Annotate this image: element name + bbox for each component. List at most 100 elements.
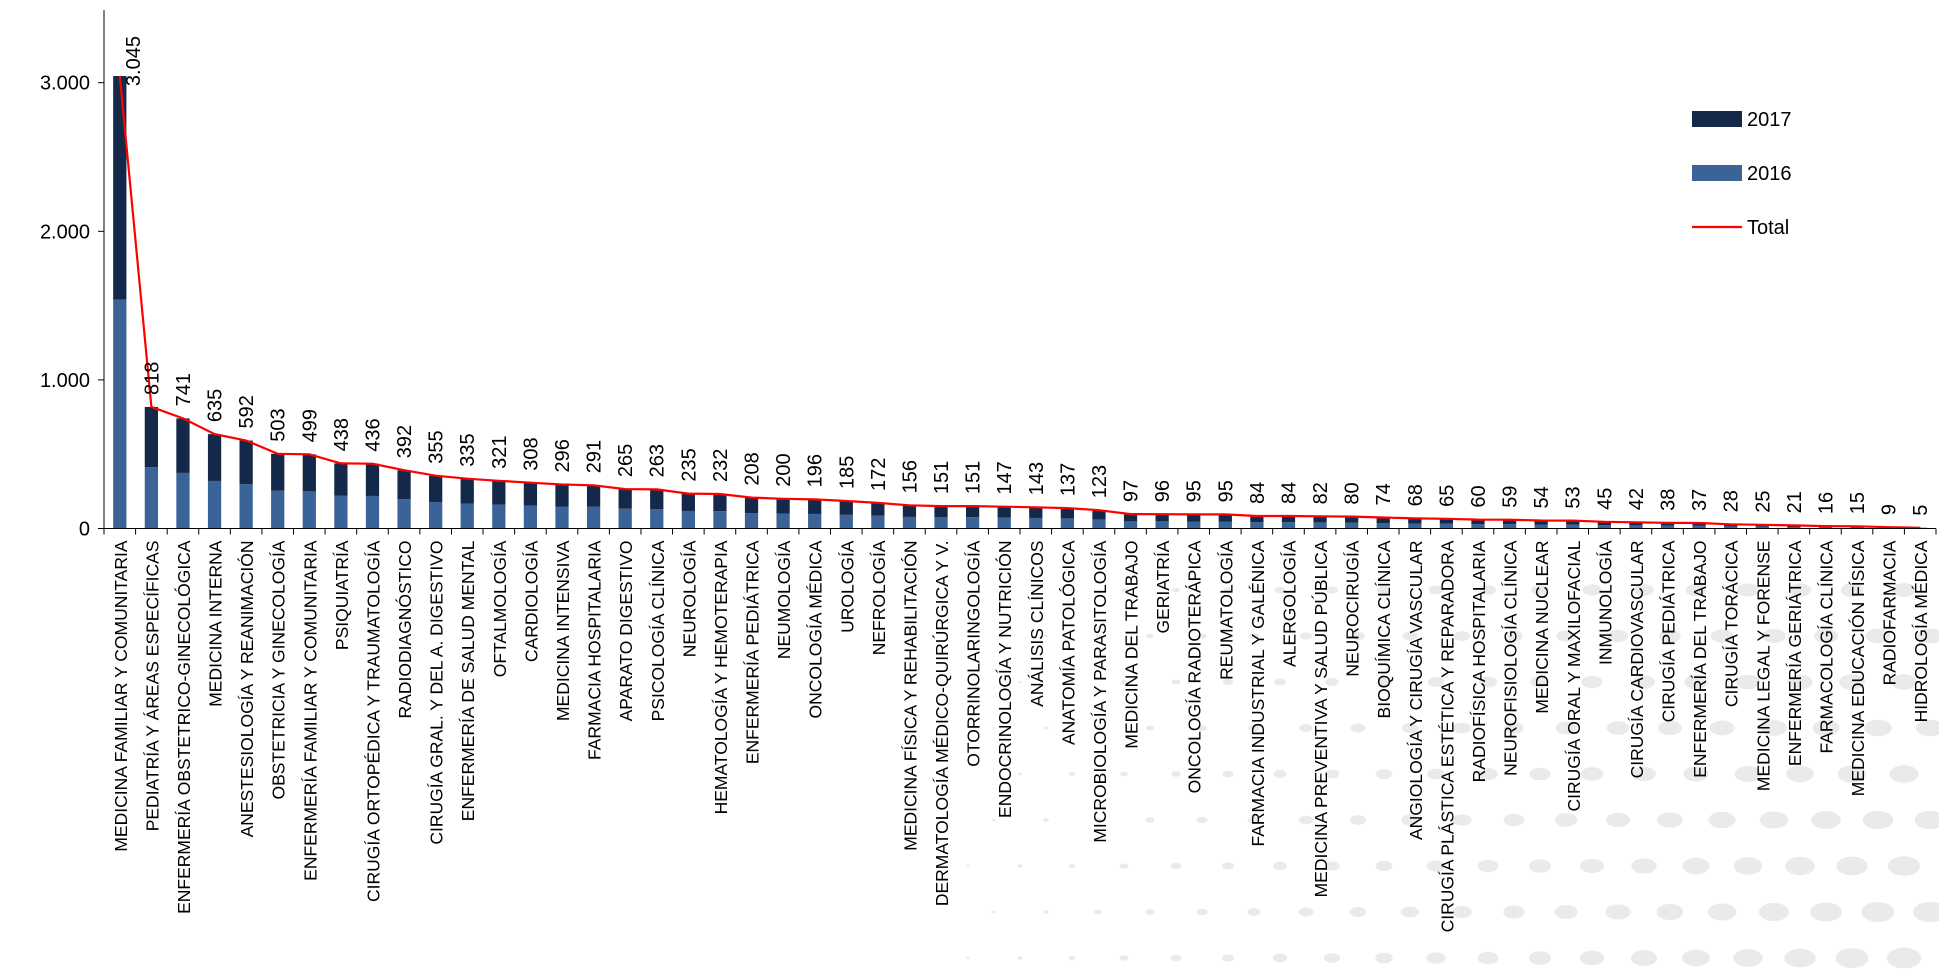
bar-2016: [713, 511, 727, 529]
background-dot: [1453, 631, 1471, 641]
data-label: 82: [1310, 482, 1332, 504]
data-label: 53: [1563, 486, 1585, 508]
background-dot: [1784, 948, 1816, 968]
data-label: 97: [1121, 480, 1143, 502]
background-dot: [1865, 628, 1891, 644]
category-label: ENFERMERÍA PEDIÁTRICA: [743, 540, 763, 764]
bar-2017: [1187, 514, 1201, 522]
category-label: ALERGOLOGÍA: [1279, 540, 1299, 667]
data-label: 265: [615, 444, 637, 477]
category-label: REUMATOLOGÍA: [1216, 540, 1236, 680]
bar-2016: [1724, 526, 1738, 529]
background-dot: [991, 818, 997, 822]
background-dot: [1656, 903, 1684, 921]
bar-2017: [1345, 516, 1359, 523]
data-label: 818: [141, 362, 163, 395]
background-dot: [1710, 629, 1734, 643]
y-tick-label: 1.000: [40, 370, 90, 392]
bar-2016: [1818, 527, 1833, 529]
bar-2017: [113, 76, 127, 300]
bar-2016: [523, 505, 538, 529]
bar-2016: [1502, 524, 1517, 529]
background-dot: [1043, 726, 1049, 730]
background-dot: [1890, 674, 1918, 690]
background-dot: [1248, 632, 1260, 640]
bar-2016: [1471, 524, 1485, 529]
legend-swatch-2016: [1692, 165, 1742, 181]
bar-2016: [365, 495, 380, 529]
background-dot: [1708, 811, 1736, 829]
bar-2016: [1755, 526, 1769, 529]
bar-2017: [650, 489, 664, 510]
background-dot: [1555, 721, 1577, 735]
bar-2017: [302, 454, 316, 492]
background-dot: [1658, 720, 1682, 736]
background-dot: [1274, 678, 1286, 686]
data-label: 143: [1026, 462, 1048, 495]
bar-2017: [1281, 516, 1296, 523]
category-label: NEUMOLOGÍA: [774, 540, 794, 659]
background-dot: [1916, 719, 1939, 737]
bar-2017: [429, 475, 443, 503]
background-dot: [1580, 767, 1604, 781]
background-dot: [1528, 859, 1552, 873]
background-dot: [1196, 724, 1208, 732]
bar-2017: [1313, 516, 1327, 523]
bar-2016: [744, 513, 759, 529]
bar-2017: [744, 497, 759, 514]
background-dot: [966, 864, 970, 868]
background-dot: [1580, 858, 1604, 874]
category-label: ENDOCRINOLOGÍA Y NUTRICIÓN: [994, 541, 1015, 818]
background-dot: [1401, 814, 1419, 826]
background-dot: [1145, 725, 1155, 731]
background-dot: [1452, 814, 1472, 826]
bar-2017: [1534, 520, 1548, 525]
bar-2017: [1566, 520, 1580, 525]
legend-swatch-2017: [1692, 111, 1742, 127]
bar-2016: [1534, 524, 1548, 529]
category-label: PSIQUIATRÍA: [332, 540, 352, 650]
background-dot: [1068, 772, 1076, 776]
bar-2016: [902, 516, 917, 529]
bar-2017: [523, 482, 538, 506]
background-dot: [1324, 953, 1340, 963]
background-dot: [1428, 585, 1444, 595]
category-label: CIRUGÍA PEDIÁTRICA: [1659, 540, 1679, 722]
background-dot: [1298, 907, 1314, 917]
data-label: 232: [710, 449, 732, 482]
background-dot: [1733, 949, 1763, 967]
background-dot: [1758, 902, 1790, 922]
bar-2016: [1281, 522, 1296, 529]
bar-2016: [1123, 521, 1138, 529]
category-label: RADIOFÍSICA HOSPITALARIA: [1469, 540, 1489, 782]
data-label: 151: [963, 461, 985, 494]
background-dot: [1324, 861, 1340, 871]
background-dot: [1452, 906, 1472, 918]
bar-2017: [776, 498, 790, 514]
bar-2017: [492, 480, 506, 505]
data-label: 137: [1057, 463, 1079, 496]
background-dot: [1325, 586, 1339, 594]
background-dot: [1400, 906, 1420, 918]
bar-2017: [555, 484, 569, 507]
bar-2017: [1250, 516, 1264, 523]
bar-2016: [144, 467, 159, 529]
data-label: 84: [1247, 482, 1269, 504]
background-dot: [1682, 949, 1710, 967]
data-label: 263: [647, 444, 669, 477]
data-label: 185: [836, 456, 858, 489]
category-label: CIRUGÍA CARDIOVASCULAR: [1627, 541, 1647, 779]
data-label: 38: [1658, 489, 1680, 511]
category-label: PEDIATRÍA Y ÁREAS ESPECÍFICAS: [142, 541, 162, 832]
background-dot: [1631, 766, 1657, 782]
bar-2016: [271, 490, 285, 529]
data-label: 60: [1468, 485, 1490, 507]
bar-2017: [965, 506, 980, 518]
axes: 0 1.000 2.000 3.000: [40, 10, 1937, 541]
data-label: 147: [994, 461, 1016, 494]
background-dot: [1196, 816, 1208, 824]
data-label: 308: [520, 437, 542, 470]
background-dot: [1376, 677, 1392, 687]
category-label: HIDROLOGÍA MÉDICA: [1911, 540, 1931, 722]
data-label: 592: [236, 395, 258, 428]
